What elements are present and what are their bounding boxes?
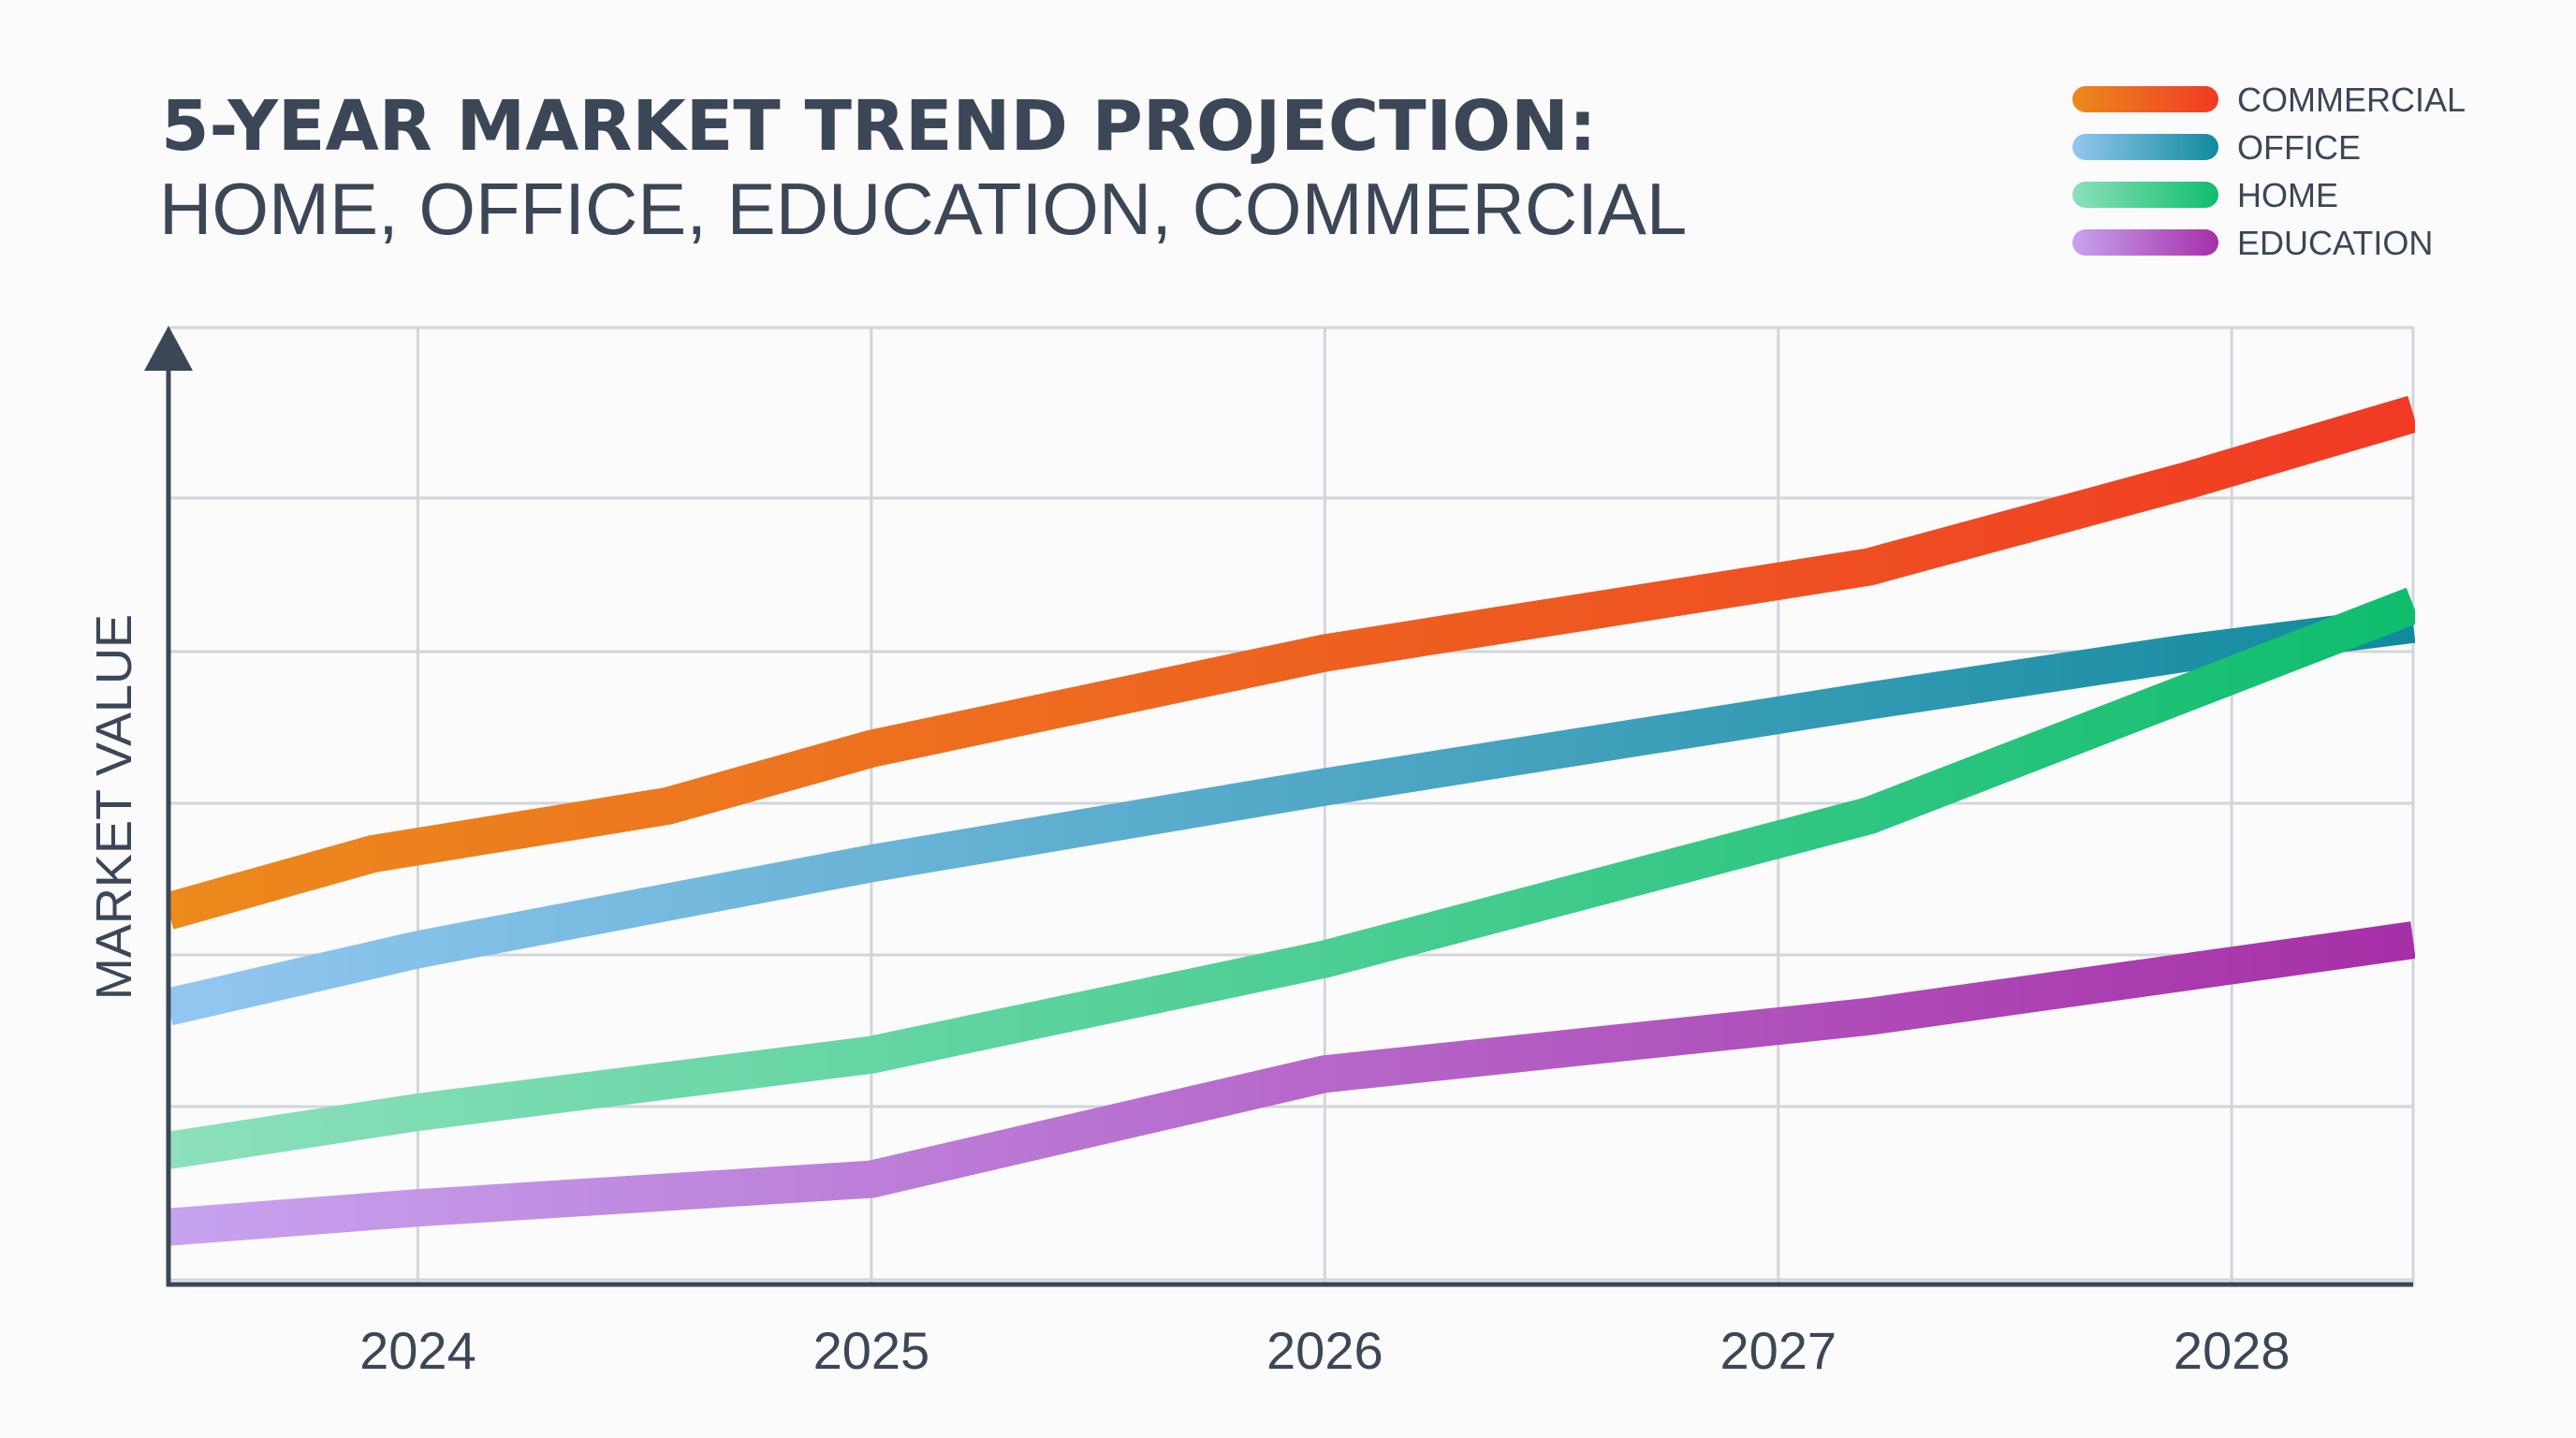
series-line-home: [165, 587, 2421, 1169]
series-line-office: [164, 605, 2416, 1026]
legend-label-commercial: COMMERCIAL: [2237, 81, 2466, 119]
x-tick-label: 2028: [2174, 1321, 2291, 1380]
series-lines: [163, 395, 2421, 1246]
axes: [0, 290, 2576, 1303]
legend: COMMERCIAL OFFICE HOME EDUCATION: [2072, 81, 2466, 262]
y-axis-label: MARKET VALUE: [86, 614, 142, 1000]
right-mask: [2415, 290, 2576, 1303]
chart-title: 5-YEAR MARKET TREND PROJECTION:: [161, 86, 1597, 167]
legend-label-home: HOME: [2237, 176, 2338, 214]
legend-swatch-commercial: [2072, 86, 2218, 112]
left-mask: [0, 290, 167, 1303]
legend-swatch-office: [2072, 134, 2218, 160]
legend-label-office: OFFICE: [2237, 128, 2361, 167]
series-line-commercial: [163, 395, 2419, 930]
x-tick-labels: 2024 2025 2026 2027 2028: [359, 1321, 2290, 1380]
legend-swatch-home: [2072, 182, 2218, 208]
chart-subtitle: HOME, OFFICE, EDUCATION, COMMERCIAL: [159, 168, 1687, 250]
legend-swatch-education: [2072, 229, 2218, 256]
y-axis-arrow-icon: [144, 326, 193, 371]
legend-label-education: EDUCATION: [2237, 224, 2433, 262]
x-tick-label: 2024: [359, 1321, 476, 1380]
x-tick-label: 2026: [1266, 1321, 1383, 1380]
x-tick-label: 2025: [813, 1321, 930, 1380]
x-tick-label: 2027: [1720, 1321, 1837, 1380]
series-line-education: [167, 921, 2416, 1246]
